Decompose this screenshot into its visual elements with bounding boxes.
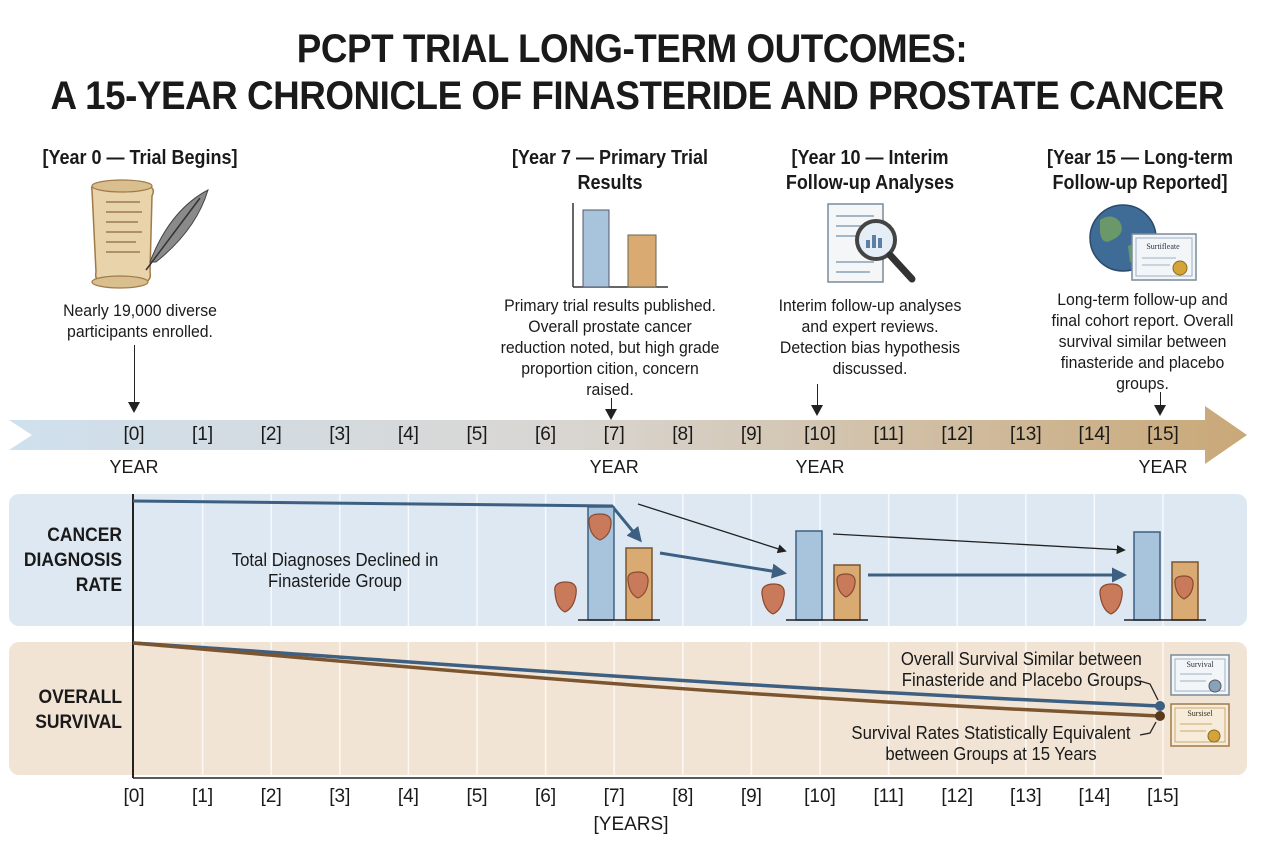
bar-chart-icon xyxy=(572,203,668,288)
pointer-year-10 xyxy=(811,384,823,416)
x-axis-tick-2: [2] xyxy=(260,786,282,807)
milestone-desc-year-10: Interim follow-up analyses and expert re… xyxy=(778,296,962,378)
timeline-tick-6: [6] xyxy=(535,424,557,445)
milestone-desc-year-7: Primary trial results published. Overall… xyxy=(500,296,720,399)
survival-line-placebo xyxy=(132,641,1161,708)
survival-note-lower: Survival Rates Statistically Equivalent … xyxy=(851,723,1131,764)
timeline-tick-12: [12] xyxy=(941,424,974,445)
diagnosis-trend-line xyxy=(132,499,1127,583)
timeline-tick-15: [15] xyxy=(1147,424,1179,445)
milestone-heading-year-15: [Year 15 — Long-term Follow-up Reported] xyxy=(1046,147,1234,194)
milestone-heading-year-7: [Year 7 — Primary Trial Results xyxy=(511,147,709,194)
x-axis-tick-14: [14] xyxy=(1078,786,1111,807)
certificate-text-lower: Sursisel xyxy=(1187,709,1213,718)
x-axis-tick-9: [9] xyxy=(740,786,762,807)
year-gridlines xyxy=(201,494,1164,778)
timeline-tick-0: [0] xyxy=(123,424,145,445)
x-axis-tick-0: [0] xyxy=(123,786,145,807)
timeline-year-label-0: YEAR xyxy=(109,457,159,477)
x-axis-tick-10: [10] xyxy=(804,786,836,807)
x-axis-tick-7: [7] xyxy=(603,786,625,807)
diagnosis-panel-label: CANCER DIAGNOSIS RATE xyxy=(23,525,122,596)
certificate-icon: Survival Sursisel xyxy=(1170,654,1230,747)
timeline-tick-11: [11] xyxy=(873,424,904,445)
timeline-year-label-7: YEAR xyxy=(589,457,639,477)
milestone-heading-year-0: [Year 0 — Trial Begins] xyxy=(42,147,238,169)
timeline-year-label-10: YEAR xyxy=(795,457,845,477)
milestone-desc-year-0: Nearly 19,000 diverse participants enrol… xyxy=(63,301,217,341)
x-axis-tick-8: [8] xyxy=(672,786,694,807)
x-axis-tick-13: [13] xyxy=(1009,786,1042,807)
pointer-year-15 xyxy=(1154,392,1166,416)
x-axis-tick-12: [12] xyxy=(941,786,974,807)
timeline-tick-4: [4] xyxy=(397,424,419,445)
timeline-tick-7: [7] xyxy=(603,424,625,445)
timeline-tick-1: [1] xyxy=(192,424,214,445)
timeline-tick-14: [14] xyxy=(1078,424,1111,445)
x-axis-tick-5: [5] xyxy=(466,786,488,807)
x-axis-tick-6: [6] xyxy=(535,786,557,807)
certificate-text-upper: Survival xyxy=(1186,660,1214,669)
x-axis-tick-4: [4] xyxy=(397,786,419,807)
timeline-tick-3: [3] xyxy=(329,424,351,445)
timeline-tick-8: [8] xyxy=(672,424,694,445)
title-line-2: A 15-YEAR CHRONICLE OF FINASTERIDE AND P… xyxy=(50,74,1225,118)
page-title: PCPT TRIAL LONG-TERM OUTCOMES: A 15-YEAR… xyxy=(50,26,1225,120)
milestone-heading-year-10: [Year 10 — Interim Follow-up Analyses xyxy=(785,147,955,194)
scroll-quill-icon xyxy=(90,179,209,289)
timeline-tick-9: [9] xyxy=(740,424,762,445)
timeline-tick-13: [13] xyxy=(1009,424,1042,445)
title-line-1: PCPT TRIAL LONG-TERM OUTCOMES: xyxy=(296,27,968,71)
survival-panel-label: OVERALL SURVIVAL xyxy=(35,687,122,733)
magnifier-document-icon xyxy=(827,203,916,283)
survival-line-finasteride xyxy=(132,641,1161,718)
timeline-year-label-15: YEAR xyxy=(1138,457,1188,477)
milestone-desc-year-15: Long-term follow-up and final cohort rep… xyxy=(1051,290,1234,393)
certificate-text-milestone: Surtifleate xyxy=(1146,242,1180,251)
timeline-tick-2: [2] xyxy=(260,424,282,445)
diagnosis-note: Total Diagnoses Declined in Finasteride … xyxy=(231,550,439,591)
diagnosis-bars-year-15 xyxy=(1124,531,1206,621)
timeline-tick-5: [5] xyxy=(466,424,488,445)
survival-curves xyxy=(132,641,1165,736)
survival-band xyxy=(9,642,1247,775)
x-axis-tick-3: [3] xyxy=(329,786,351,807)
pointer-year-7 xyxy=(605,398,617,420)
x-axis-tick-1: [1] xyxy=(192,786,214,807)
prostate-organ-icon xyxy=(554,513,1194,615)
globe-certificate-icon: Surtifleate xyxy=(1089,204,1197,281)
x-axis-tick-11: [11] xyxy=(873,786,904,807)
pointer-year-0 xyxy=(128,345,140,413)
timeline-arrow xyxy=(9,406,1247,464)
timeline-tick-10: [10] xyxy=(804,424,836,445)
x-axis-label: [YEARS] xyxy=(593,814,669,835)
x-axis-tick-15: [15] xyxy=(1147,786,1179,807)
survival-note-upper: Overall Survival Similar between Finaste… xyxy=(900,649,1142,690)
